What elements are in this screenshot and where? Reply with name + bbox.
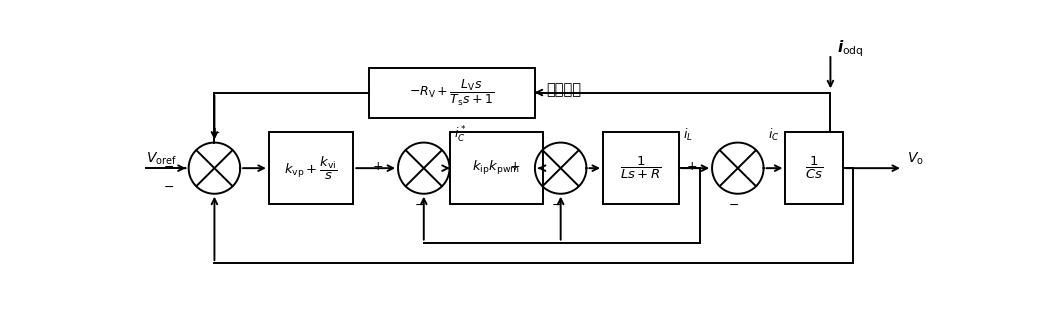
Bar <box>785 132 844 204</box>
Text: $-R_{\mathrm{V}}+\dfrac{L_{\mathrm{V}}s}{T_{\mathrm{s}}s+1}$: $-R_{\mathrm{V}}+\dfrac{L_{\mathrm{V}}s}… <box>409 78 495 108</box>
Text: $\dfrac{1}{Cs}$: $\dfrac{1}{Cs}$ <box>805 155 823 181</box>
Text: $+$: $+$ <box>509 161 521 173</box>
Text: $-$: $-$ <box>163 179 175 192</box>
Text: $i_C^*$: $i_C^*$ <box>454 125 465 145</box>
Text: $-$: $-$ <box>415 197 425 210</box>
Text: $+$: $+$ <box>372 161 383 173</box>
Bar <box>450 132 542 204</box>
Text: $-$: $-$ <box>163 161 175 173</box>
Text: $k_{\mathrm{vp}}+\dfrac{k_{\mathrm{vi}}}{s}$: $k_{\mathrm{vp}}+\dfrac{k_{\mathrm{vi}}}… <box>285 155 338 182</box>
Text: $-$: $-$ <box>728 197 740 210</box>
Text: $i_L$: $i_L$ <box>684 127 693 143</box>
Bar <box>269 132 353 204</box>
Text: $+$: $+$ <box>209 126 220 139</box>
Text: $k_{\mathrm{ip}}k_{\mathrm{pwm}}$: $k_{\mathrm{ip}}k_{\mathrm{pwm}}$ <box>473 159 521 177</box>
Text: $i_C$: $i_C$ <box>768 127 779 143</box>
Text: $V_{\mathrm{o}}$: $V_{\mathrm{o}}$ <box>907 151 924 167</box>
Bar <box>370 68 534 118</box>
Text: $-$: $-$ <box>551 197 562 210</box>
Bar <box>603 132 680 204</box>
Text: $V_{\mathrm{oref}}$: $V_{\mathrm{oref}}$ <box>145 151 177 167</box>
Text: 虛擬阻抗: 虛擬阻抗 <box>547 83 582 98</box>
Text: $+$: $+$ <box>687 161 697 173</box>
Text: $\dfrac{1}{Ls+R}$: $\dfrac{1}{Ls+R}$ <box>620 155 662 181</box>
Text: $\boldsymbol{i}_{\mathrm{odq}}$: $\boldsymbol{i}_{\mathrm{odq}}$ <box>836 39 863 59</box>
